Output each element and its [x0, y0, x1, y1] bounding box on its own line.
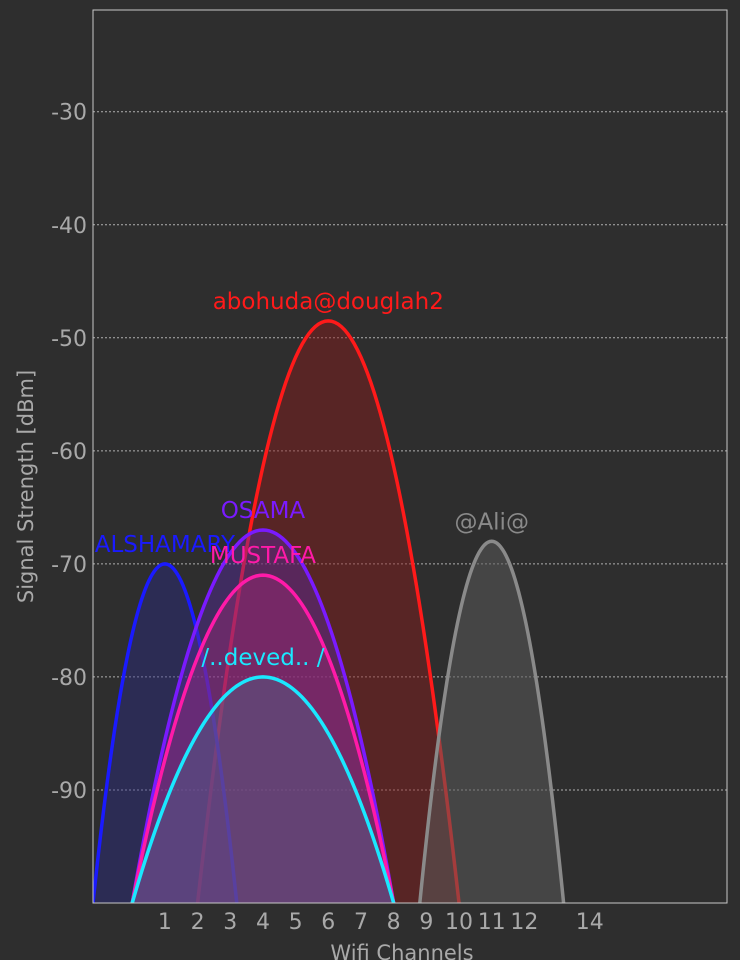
x-tick-label: 5: [289, 910, 303, 935]
x-tick-label: 6: [321, 910, 335, 935]
series-line: [93, 562, 239, 903]
label-layer: abohuda@douglah2 ALSHAMARY OSAMA MUSTAFA /..…: [95, 289, 529, 671]
series-line: [130, 528, 396, 903]
series-layer: [93, 319, 566, 903]
x-tick-label: 7: [354, 910, 368, 935]
y-tick-label: -90: [51, 779, 87, 804]
series-line: [418, 539, 566, 903]
x-tick-label: 9: [419, 910, 433, 935]
series-label: ALSHAMARY: [95, 532, 236, 558]
x-tick-label: 4: [256, 910, 270, 935]
y-tick-label: -70: [51, 553, 87, 578]
x-tick-label: 12: [510, 910, 538, 935]
x-tick-label: 10: [445, 910, 473, 935]
series-label: abohuda@douglah2: [213, 289, 444, 315]
grid-layer: [93, 111, 727, 791]
x-tick-label: 1: [158, 910, 172, 935]
series-line: [130, 573, 396, 903]
series-label: /..deved.. /: [201, 645, 324, 671]
plot-frame: [92, 9, 728, 904]
x-axis-title: Wifi Channels: [330, 941, 473, 960]
y-tick-label: -40: [51, 214, 87, 239]
y-tick-label: -30: [51, 101, 87, 126]
series-label: MUSTAFA: [210, 543, 316, 569]
x-tick-label: 8: [387, 910, 401, 935]
x-tick-label: 11: [478, 910, 506, 935]
x-tick-label: 14: [576, 910, 604, 935]
x-tick-label: 3: [223, 910, 237, 935]
y-axis-title: Signal Strength [dBm]: [14, 370, 38, 603]
series-label: @Ali@: [454, 509, 529, 535]
y-tick-label: -50: [51, 327, 87, 352]
series-area: [197, 320, 460, 903]
series-line: [130, 675, 396, 903]
series-area: [132, 529, 394, 903]
series-line: [195, 319, 461, 903]
tick-layer: -30-40-50-60-70-80-901 2 3 4 5 6 7 8 9 10 11 12 14: [51, 101, 604, 935]
x-tick-label: 2: [191, 910, 205, 935]
y-tick-label: -60: [51, 440, 87, 465]
series-label: OSAMA: [221, 498, 306, 524]
y-tick-label: -80: [51, 666, 87, 691]
